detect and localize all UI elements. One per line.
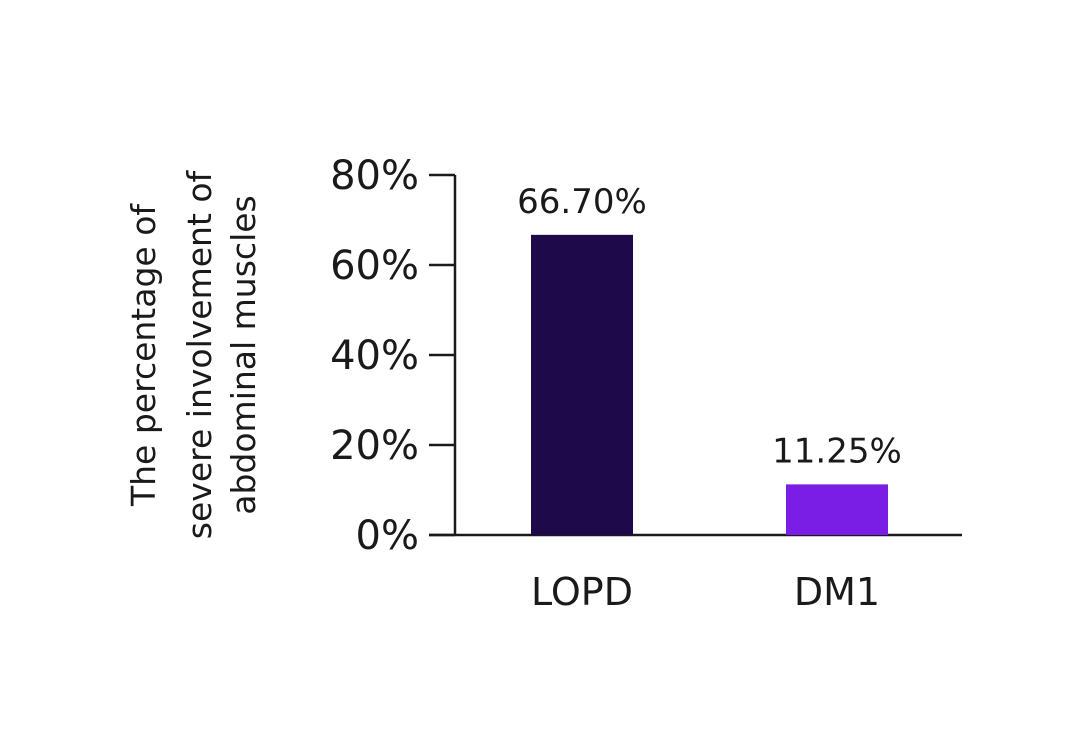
y-axis-label-line: The percentage of — [124, 203, 163, 507]
x-axis: LOPD DM1 — [429, 533, 962, 614]
y-tick-label: 20% — [330, 423, 419, 469]
y-axis: 0% 20% 40% 60% 80% — [330, 153, 457, 559]
bar-lopd — [531, 234, 633, 535]
y-axis-label-line: severe involvement of — [180, 169, 219, 539]
bar-dm1 — [786, 484, 888, 535]
y-tick-label: 0% — [356, 513, 419, 559]
y-tick-label: 60% — [330, 243, 419, 289]
y-tick-label: 80% — [330, 153, 419, 199]
x-tick-label: DM1 — [794, 570, 880, 614]
data-label: 66.70% — [517, 182, 647, 222]
x-tick-label: LOPD — [531, 570, 633, 614]
data-label: 11.25% — [772, 431, 902, 471]
data-labels: 66.70% 11.25% — [517, 182, 902, 472]
y-axis-label: The percentage of severe involvement of ab… — [124, 169, 263, 539]
y-axis-label-line: abdominal muscles — [224, 195, 263, 514]
y-tick-label: 40% — [330, 333, 419, 379]
bars — [531, 234, 888, 535]
